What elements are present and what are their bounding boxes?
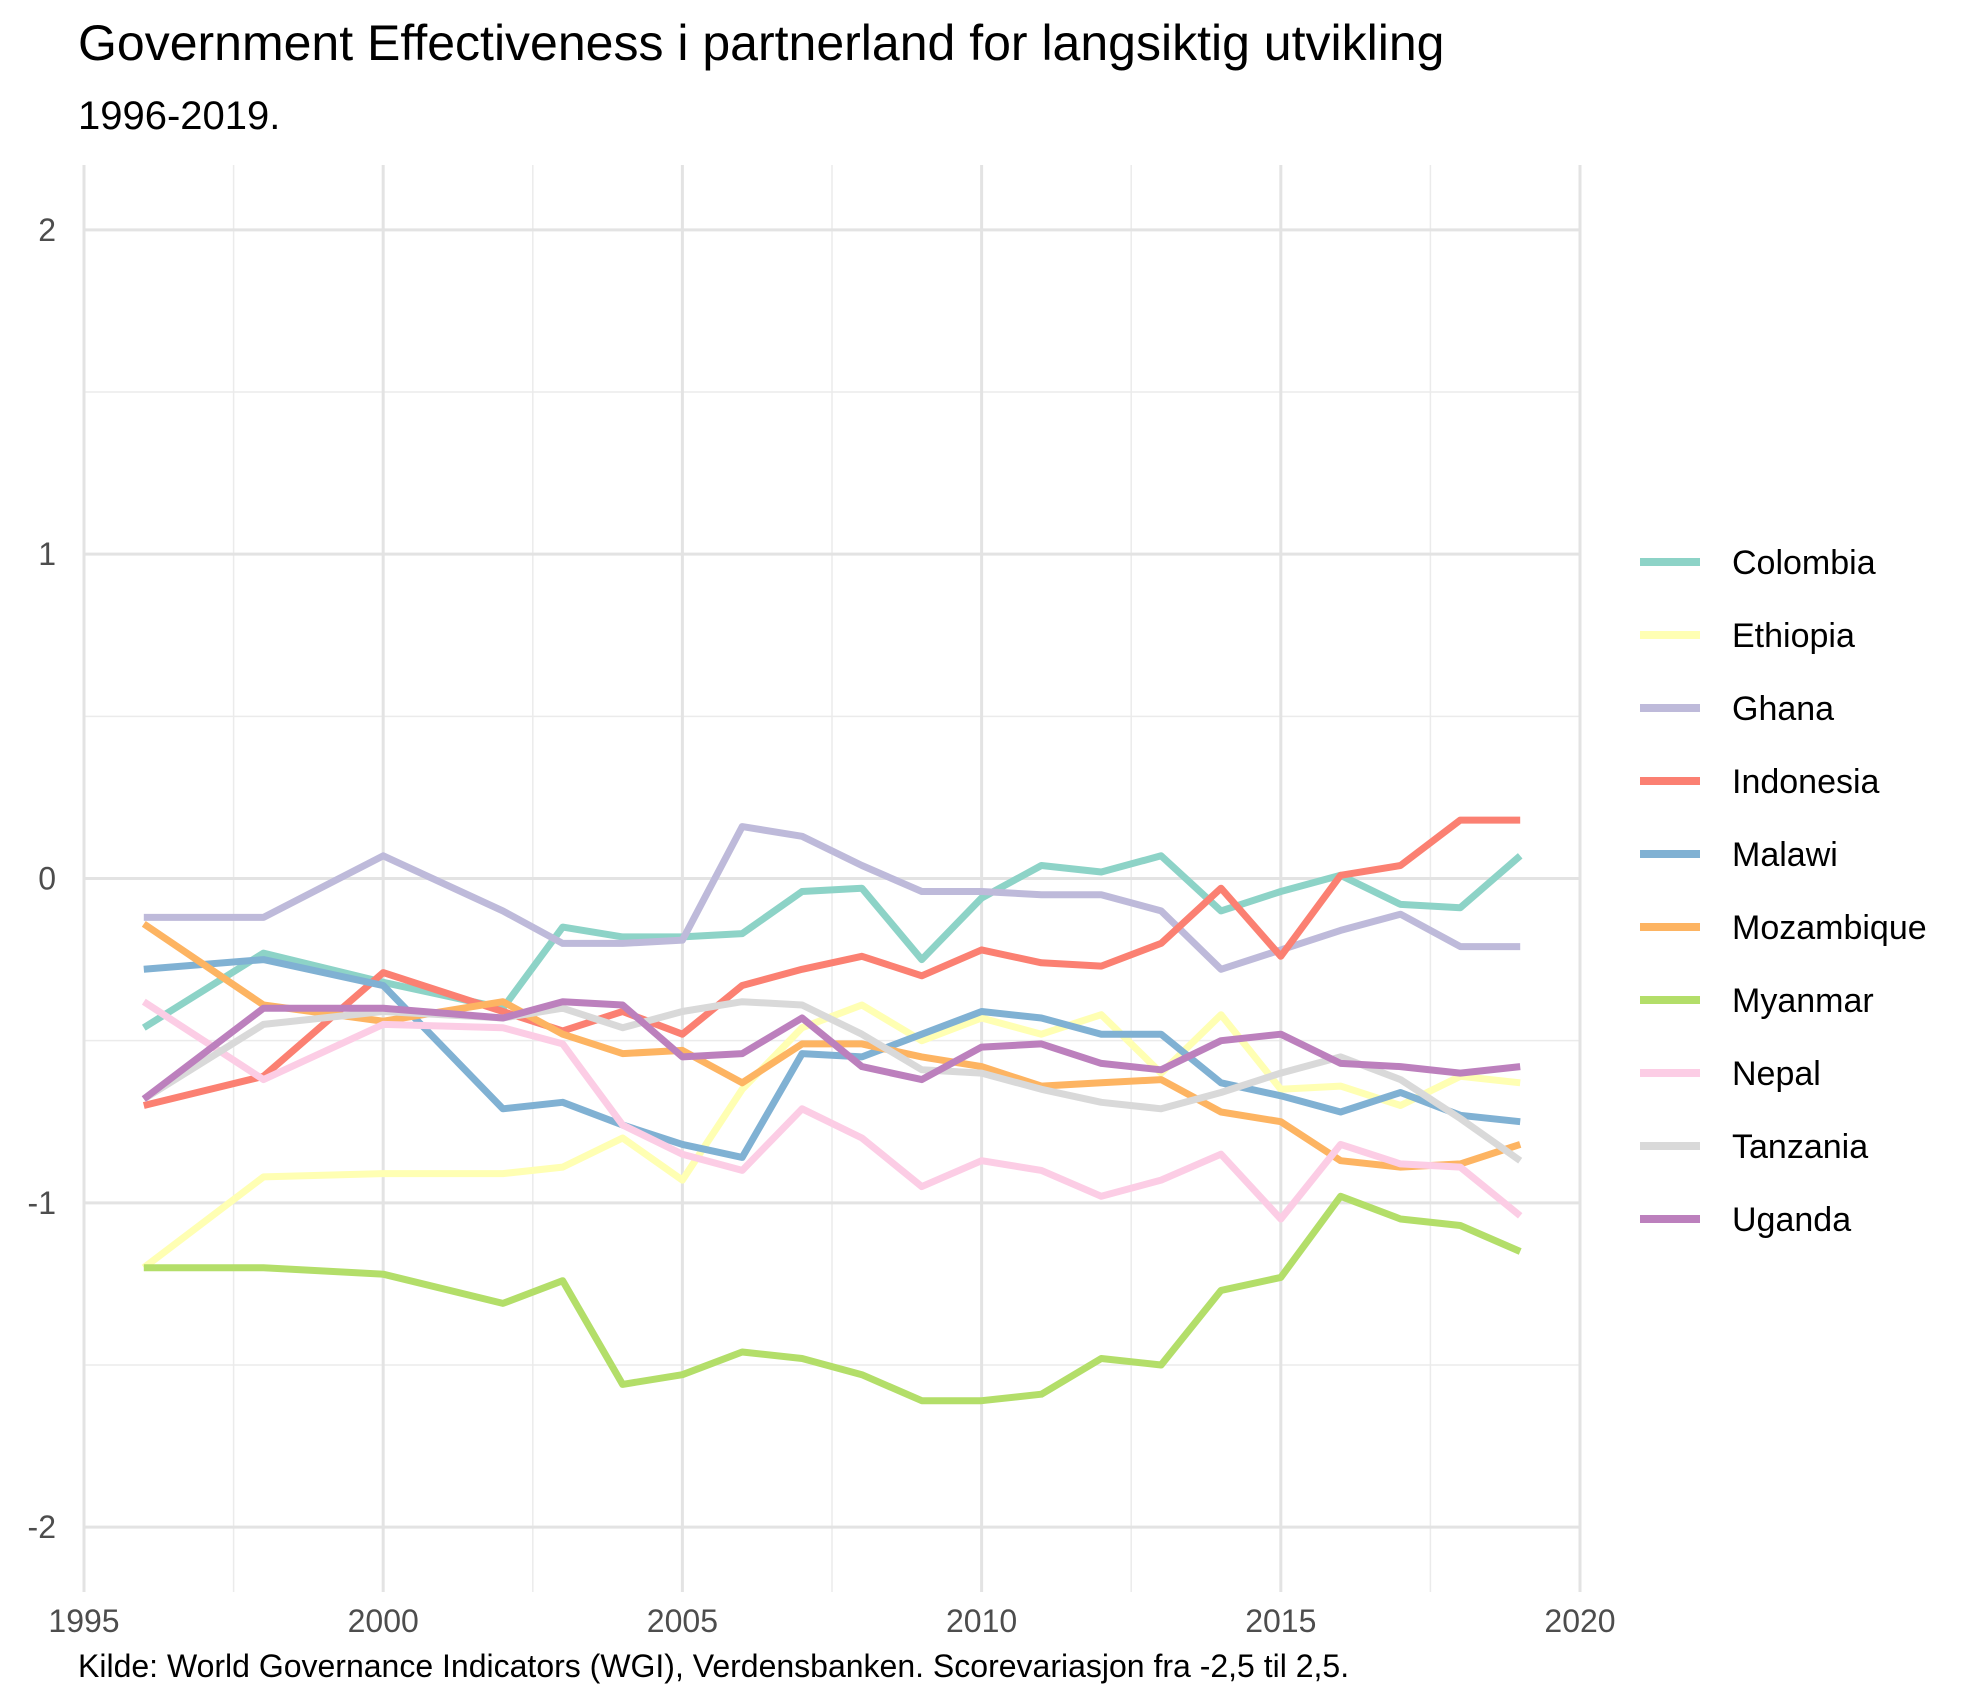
x-tick-label: 2010 [946,1603,1017,1639]
legend-label-tanzania: Tanzania [1732,1128,1868,1166]
y-tick-label: -2 [28,1509,56,1545]
x-tick-label: 2000 [348,1603,419,1639]
series-line-colombia [141,852,1523,1031]
chart-title: Government Effectiveness i partnerland f… [78,15,1445,71]
series-lines [141,816,1523,1405]
x-tick-label: 2020 [1544,1603,1615,1639]
legend-label-indonesia: Indonesia [1732,763,1880,801]
y-tick-label: 0 [38,861,56,897]
series-line-malawi [143,956,1521,1161]
chart-caption: Kilde: World Governance Indicators (WGI)… [78,1648,1350,1684]
legend-label-ghana: Ghana [1732,690,1834,728]
legend-label-myanmar: Myanmar [1732,982,1874,1020]
legend-label-mozambique: Mozambique [1732,909,1927,947]
x-tick-label: 2015 [1245,1603,1316,1639]
legend: Colombia Ethiopia Ghana Indonesia Malawi Moza… [1640,544,1927,1239]
y-tick-label: -1 [28,1185,56,1221]
series-line-ethiopia [141,1001,1521,1271]
legend-label-colombia: Colombia [1732,544,1876,582]
y-tick-label: 2 [38,212,56,248]
series-line-nepal [141,998,1523,1223]
legend-label-nepal: Nepal [1732,1055,1821,1093]
y-axis-tick-labels: -2 -1 0 1 2 [28,212,56,1545]
legend-label-ethiopia: Ethiopia [1732,617,1855,655]
series-line-uganda [141,998,1521,1102]
x-tick-label: 2005 [647,1603,718,1639]
x-axis-tick-labels: 1995 2000 2005 2010 2015 2020 [48,1603,1615,1639]
chart-subtitle: 1996-2019. [78,94,281,138]
series-line-ghana [143,823,1521,973]
y-tick-label: 1 [38,536,56,572]
x-tick-label: 1995 [48,1603,119,1639]
legend-label-uganda: Uganda [1732,1201,1851,1239]
series-line-myanmar [143,1192,1522,1405]
legend-label-malawi: Malawi [1732,836,1838,874]
